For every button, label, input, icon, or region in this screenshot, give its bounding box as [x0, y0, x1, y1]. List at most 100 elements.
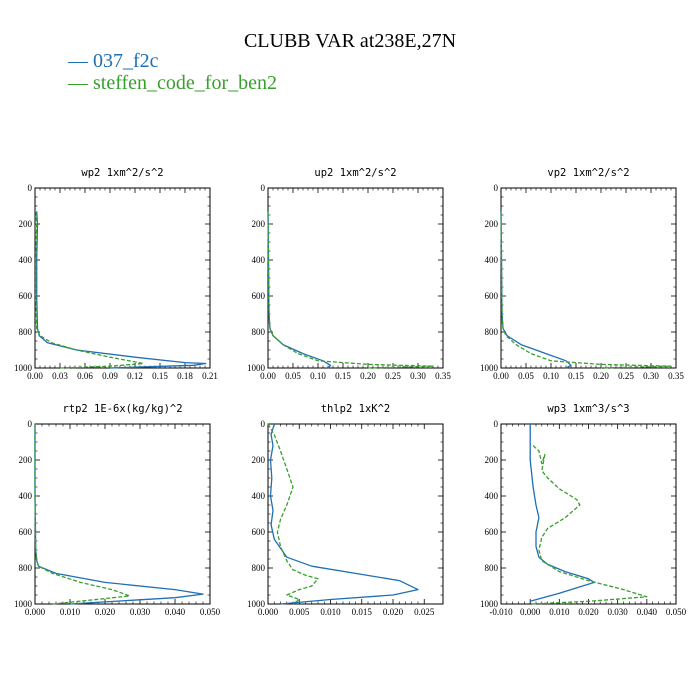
panel-4: rtp2 1E-6x(kg/kg)^2 0.000 0.010 0.020 0.030 0… — [14, 403, 221, 617]
x-tick-label: 0.030 — [608, 607, 629, 617]
x-tick-label: 0.15 — [568, 371, 584, 381]
y-tick-label: 400 — [485, 255, 499, 265]
series-line-steffen — [530, 445, 648, 605]
x-tick-label: 0.15 — [152, 371, 168, 381]
y-tick-label: 200 — [19, 455, 33, 465]
panel-title: vp2 1xm^2/s^2 — [547, 167, 629, 179]
y-tick-label: 600 — [19, 291, 33, 301]
x-tick-label: 0.30 — [410, 371, 426, 381]
panel-1: wp2 1xm^2/s^2 0.00 0.03 0.06 0.09 0.12 0.15 0.1… — [14, 167, 218, 381]
series-line-037-f2c — [500, 211, 572, 369]
series-line-steffen — [500, 211, 672, 369]
y-tick-label: 200 — [252, 455, 266, 465]
x-tick-label: 0.010 — [320, 607, 341, 617]
x-tick-label: 0.020 — [383, 607, 404, 617]
x-tick-label: 0.010 — [549, 607, 570, 617]
y-tick-label: 1000 — [247, 363, 266, 373]
x-tick-label: 0.03 — [52, 371, 68, 381]
x-tick-label: 0.25 — [385, 371, 401, 381]
x-tick-label: 0.000 — [25, 607, 46, 617]
plot-frame — [34, 423, 211, 605]
x-tick-label: 0.050 — [200, 607, 221, 617]
x-tick-label: 0.25 — [618, 371, 634, 381]
series-line-steffen — [35, 211, 144, 369]
series-line-037-f2c — [529, 424, 595, 602]
x-tick-label: 0.10 — [543, 371, 559, 381]
x-tick-label: 0.15 — [335, 371, 351, 381]
x-tick-label: 0.030 — [130, 607, 151, 617]
panel-title: wp3 1xm^3/s^3 — [547, 403, 629, 415]
x-tick-label: 0.00 — [27, 371, 43, 381]
y-tick-label: 0 — [494, 183, 499, 193]
panel-title: up2 1xm^2/s^2 — [314, 167, 396, 179]
panel-3: vp2 1xm^2/s^2 0.00 0.05 0.10 0.15 0.20 0.25 0.3… — [480, 167, 684, 381]
y-tick-label: 400 — [19, 255, 33, 265]
y-tick-label: 800 — [485, 563, 499, 573]
y-tick-label: 800 — [252, 327, 266, 337]
x-tick-label: 0.020 — [578, 607, 599, 617]
y-tick-label: 800 — [252, 563, 266, 573]
x-tick-label: -0.010 — [489, 607, 513, 617]
x-tick-label: 0.21 — [202, 371, 218, 381]
series-line-037-f2c — [34, 424, 204, 605]
x-tick-label: 0.040 — [637, 607, 658, 617]
plot-frame — [267, 187, 444, 369]
y-tick-label: 600 — [485, 291, 499, 301]
y-tick-label: 600 — [19, 527, 33, 537]
series-line-steffen — [34, 424, 131, 605]
x-tick-label: 0.050 — [666, 607, 687, 617]
y-tick-label: 1000 — [14, 363, 33, 373]
legend-entry-037-f2c: — 037_f2c — [68, 50, 159, 72]
x-tick-label: 0.020 — [95, 607, 116, 617]
y-tick-label: 600 — [485, 527, 499, 537]
x-tick-label: 0.20 — [593, 371, 609, 381]
x-tick-label: 0.30 — [643, 371, 659, 381]
x-tick-label: 0.000 — [258, 607, 279, 617]
x-tick-label: 0.06 — [77, 371, 93, 381]
x-tick-label: 0.00 — [260, 371, 276, 381]
y-tick-label: 400 — [252, 255, 266, 265]
legend-entry-steffen: — steffen_code_for_ben2 — [68, 72, 278, 94]
y-tick-label: 0 — [28, 419, 33, 429]
panel-title: rtp2 1E-6x(kg/kg)^2 — [62, 403, 182, 415]
y-tick-label: 0 — [261, 419, 266, 429]
panel-title: thlp2 1xK^2 — [321, 403, 391, 415]
x-tick-label: 0.05 — [518, 371, 534, 381]
y-tick-label: 0 — [28, 183, 33, 193]
y-tick-label: 0 — [494, 419, 499, 429]
series-line-037-f2c — [267, 211, 332, 369]
x-tick-label: 0.00 — [493, 371, 509, 381]
y-tick-label: 1000 — [480, 363, 499, 373]
y-tick-label: 200 — [485, 219, 499, 229]
y-tick-label: 1000 — [480, 599, 499, 609]
series-line-steffen — [267, 423, 319, 605]
y-tick-label: 600 — [252, 527, 266, 537]
y-tick-label: 800 — [19, 327, 33, 337]
y-tick-label: 400 — [252, 491, 266, 501]
x-tick-label: 0.010 — [60, 607, 81, 617]
plot-frame — [267, 423, 444, 605]
panel-2: up2 1xm^2/s^2 0.00 0.05 0.10 0.15 0.20 0.25 0.3… — [247, 167, 451, 381]
y-tick-label: 600 — [252, 291, 266, 301]
x-tick-label: 0.000 — [520, 607, 541, 617]
plot-frame — [34, 187, 211, 369]
x-tick-label: 0.015 — [352, 607, 373, 617]
plot-frame — [500, 187, 677, 369]
x-tick-label: 0.09 — [102, 371, 118, 381]
y-tick-label: 0 — [261, 183, 266, 193]
y-tick-label: 1000 — [14, 599, 33, 609]
x-tick-label: 0.20 — [360, 371, 376, 381]
x-tick-label: 0.040 — [165, 607, 186, 617]
x-tick-label: 0.10 — [310, 371, 326, 381]
y-tick-label: 400 — [19, 491, 33, 501]
figure-title: CLUBB VAR at238E,27N — [243, 30, 457, 52]
y-tick-label: 200 — [485, 455, 499, 465]
series-line-037-f2c — [36, 211, 207, 369]
y-tick-label: 1000 — [247, 599, 266, 609]
x-tick-label: 0.18 — [177, 371, 193, 381]
x-tick-label: 0.005 — [289, 607, 310, 617]
x-tick-label: 0.12 — [127, 371, 143, 381]
y-tick-label: 200 — [252, 219, 266, 229]
